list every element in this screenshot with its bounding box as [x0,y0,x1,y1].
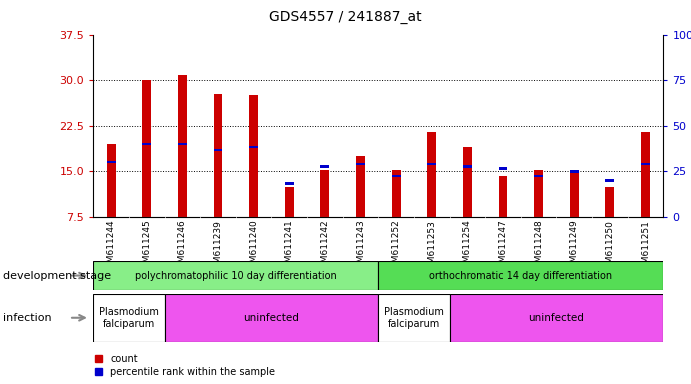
Bar [427,132,436,217]
Bar [450,294,663,342]
Bar [164,294,379,342]
Bar [285,182,294,185]
Bar [249,146,258,148]
Bar [142,80,151,217]
Bar [534,170,543,217]
Bar [214,149,223,151]
Bar [379,261,663,290]
Bar [463,165,472,168]
Bar [321,170,330,217]
Text: polychromatophilic 10 day differentiation: polychromatophilic 10 day differentiatio… [135,270,337,281]
Bar [178,75,187,217]
Bar [427,163,436,165]
Text: infection: infection [3,313,52,323]
Bar [214,94,223,217]
Bar [570,170,579,217]
Text: Plasmodium
falciparum: Plasmodium falciparum [384,307,444,329]
Bar [605,187,614,217]
Bar [392,175,401,177]
Bar [605,179,614,182]
Text: uninfected: uninfected [529,313,585,323]
Bar [356,163,365,165]
Text: development stage: development stage [3,270,111,281]
Bar [641,132,650,217]
Bar [641,163,650,165]
Bar [499,167,507,170]
Text: orthochromatic 14 day differentiation: orthochromatic 14 day differentiation [429,270,612,281]
Text: uninfected: uninfected [243,313,299,323]
Bar [321,165,330,168]
Bar [142,143,151,145]
Bar [392,170,401,217]
Bar [534,175,543,177]
Bar [178,143,187,145]
Bar [570,170,579,172]
Text: GDS4557 / 241887_at: GDS4557 / 241887_at [269,10,422,23]
Bar [93,261,379,290]
Bar [285,187,294,217]
Bar [379,294,450,342]
Bar [93,294,164,342]
Bar [356,156,365,217]
Legend: count, percentile rank within the sample: count, percentile rank within the sample [95,354,275,377]
Bar [463,147,472,217]
Bar [106,161,115,164]
Text: Plasmodium
falciparum: Plasmodium falciparum [99,307,159,329]
Bar [106,144,115,217]
Bar [499,176,507,217]
Bar [249,95,258,217]
